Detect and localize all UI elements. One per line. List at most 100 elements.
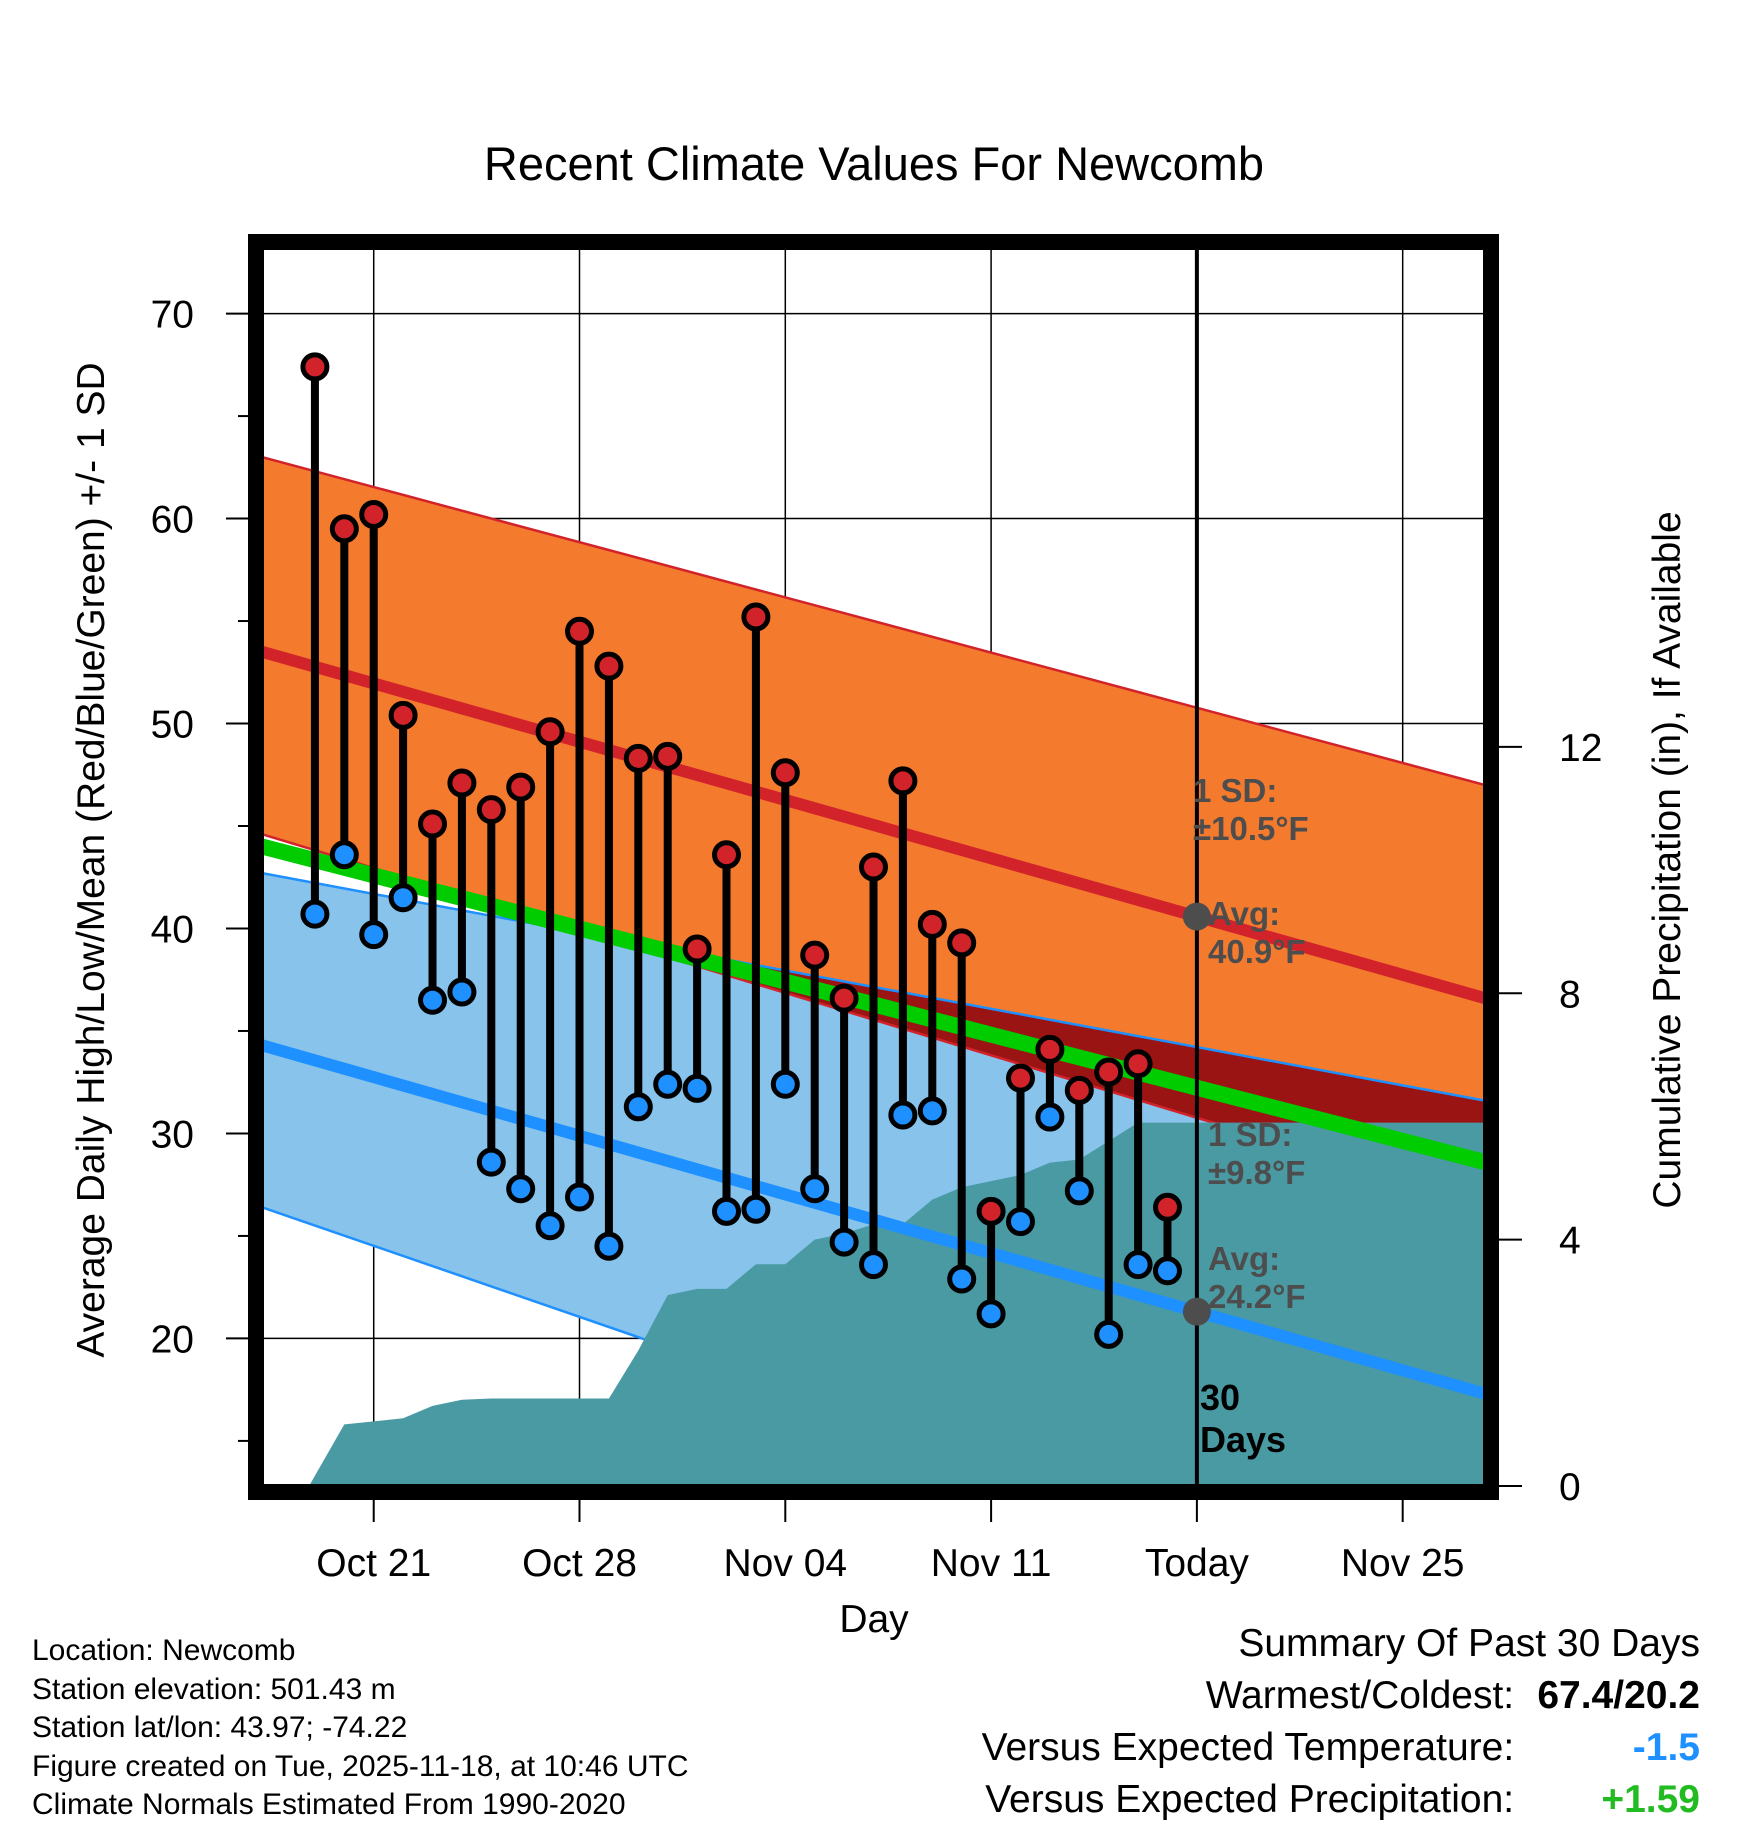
normal-high-line — [262, 646, 1485, 1004]
day-bar — [800, 940, 830, 1204]
y-left-tick-label: 70 — [151, 294, 194, 337]
day-low-point — [300, 899, 330, 929]
y-right-tick-label: 12 — [1559, 727, 1602, 770]
day-high-point — [1035, 1034, 1065, 1064]
summary-warmest-label: Warmest/Coldest: — [1205, 1674, 1515, 1717]
day-low-point — [476, 1147, 506, 1177]
day-low-point — [682, 1073, 712, 1103]
day-high-point — [800, 940, 830, 970]
day-bar — [300, 352, 330, 929]
day-bar — [1123, 1049, 1153, 1280]
summary-precip-value: +1.59 — [1601, 1778, 1700, 1821]
day-low-point — [506, 1174, 536, 1204]
day-high-point — [300, 352, 330, 382]
day-bar — [682, 934, 712, 1103]
day-high-point — [476, 795, 506, 825]
today-low-normal-marker — [1182, 1297, 1211, 1326]
day-high-point — [418, 809, 448, 839]
normals-text: Climate Normals Estimated From 1990-2020 — [32, 1788, 626, 1821]
day-high-point — [1005, 1063, 1035, 1093]
day-high-point — [1064, 1075, 1094, 1105]
day-high-point — [653, 741, 683, 771]
day-bar — [388, 700, 418, 913]
day-bar — [741, 602, 771, 1224]
x-tick-label: Oct 21 — [316, 1542, 431, 1585]
summary-precip-row: Versus Expected Precipitation: +1.59 — [982, 1774, 1700, 1826]
axes: 20 30 40 50 60 70 0 4 8 12 Oct 21 Oct 28 Nov 04 Nov 1… — [151, 234, 1602, 1585]
y-left-tick-label: 60 — [151, 499, 194, 542]
summary-temp-label: Versus Expected Temperature: — [981, 1726, 1515, 1769]
day-low-point — [1152, 1256, 1182, 1286]
day-high-point — [447, 768, 477, 798]
plot-frame — [248, 234, 1499, 1500]
day-bar — [1094, 1057, 1124, 1349]
day-low-point — [917, 1096, 947, 1126]
y-right-tick-label: 0 — [1559, 1466, 1581, 1509]
day-bar — [594, 651, 624, 1261]
x-tick-label: Nov 04 — [724, 1542, 848, 1585]
day-high-point — [976, 1196, 1006, 1226]
day-high-point — [1152, 1192, 1182, 1222]
day-low-point — [1005, 1207, 1035, 1237]
precip-cumulative-area — [309, 1122, 1485, 1486]
day-bar — [917, 909, 947, 1126]
summary-panel: Summary Of Past 30 Days Warmest/Coldest:… — [982, 1618, 1700, 1826]
y-right-tick-label: 4 — [1559, 1220, 1581, 1263]
y-axis-label-left: Average Daily High/Low/Mean (Red/Blue/Gr… — [70, 362, 113, 1357]
daily-bars — [300, 352, 1182, 1349]
high-sd-annotation: 1 SD: — [1193, 772, 1277, 809]
chart-title: Recent Climate Values For Newcomb — [484, 137, 1264, 190]
y-right-tick-label: 8 — [1559, 973, 1581, 1016]
day-high-point — [329, 514, 359, 544]
day-low-point — [1064, 1176, 1094, 1206]
period-annotation: 30 — [1200, 1377, 1240, 1418]
day-high-point — [1123, 1049, 1153, 1079]
day-bar — [476, 795, 506, 1177]
low-sd-annotation: ±9.8°F — [1208, 1154, 1305, 1191]
day-high-point — [947, 928, 977, 958]
day-high-point — [623, 743, 653, 773]
day-low-point — [1123, 1250, 1153, 1280]
y-axis-label-right: Cumulative Precipitation (in), If Availa… — [1646, 511, 1689, 1208]
day-bar — [623, 743, 653, 1122]
created-text: Figure created on Tue, 2025-11-18, at 10… — [32, 1749, 689, 1783]
day-low-point — [770, 1069, 800, 1099]
today-high-normal-marker — [1182, 902, 1211, 931]
day-high-point — [888, 766, 918, 796]
day-high-point — [565, 616, 595, 646]
high-avg-annotation: 40.9°F — [1208, 933, 1306, 970]
day-bar — [447, 768, 477, 1007]
high-sd-annotation: ±10.5°F — [1193, 810, 1309, 847]
x-tick-label: Oct 28 — [522, 1542, 637, 1585]
day-low-point — [447, 977, 477, 1007]
day-low-point — [712, 1196, 742, 1226]
day-low-point — [565, 1182, 595, 1212]
day-high-point — [535, 717, 565, 747]
day-low-point — [1094, 1319, 1124, 1349]
summary-temp-row: Versus Expected Temperature: -1.5 — [982, 1722, 1700, 1774]
day-bar — [712, 840, 742, 1226]
x-axis-label: Day — [839, 1598, 909, 1641]
low-sd-annotation: 1 SD: — [1208, 1116, 1292, 1153]
summary-warmest-value: 67.4/20.2 — [1537, 1674, 1700, 1717]
day-high-point — [1094, 1057, 1124, 1087]
day-low-point — [947, 1264, 977, 1294]
high-avg-annotation: Avg: — [1208, 895, 1280, 932]
high-sd-upper-edge — [262, 455, 1485, 787]
day-low-point — [859, 1250, 888, 1280]
day-bar — [535, 717, 565, 1241]
day-low-point — [594, 1231, 624, 1261]
day-low-point — [418, 985, 448, 1015]
low-avg-annotation: Avg: — [1208, 1240, 1280, 1277]
day-high-point — [917, 909, 947, 939]
day-bar — [888, 766, 918, 1130]
day-bar — [1152, 1192, 1182, 1286]
elevation-text: Station elevation: 501.43 m — [32, 1672, 396, 1706]
period-annotation: Days — [1200, 1419, 1286, 1460]
summary-temp-value: -1.5 — [1632, 1726, 1700, 1769]
day-high-point — [359, 499, 389, 529]
day-bar — [859, 852, 888, 1280]
x-tick-label: Nov 25 — [1341, 1542, 1465, 1585]
